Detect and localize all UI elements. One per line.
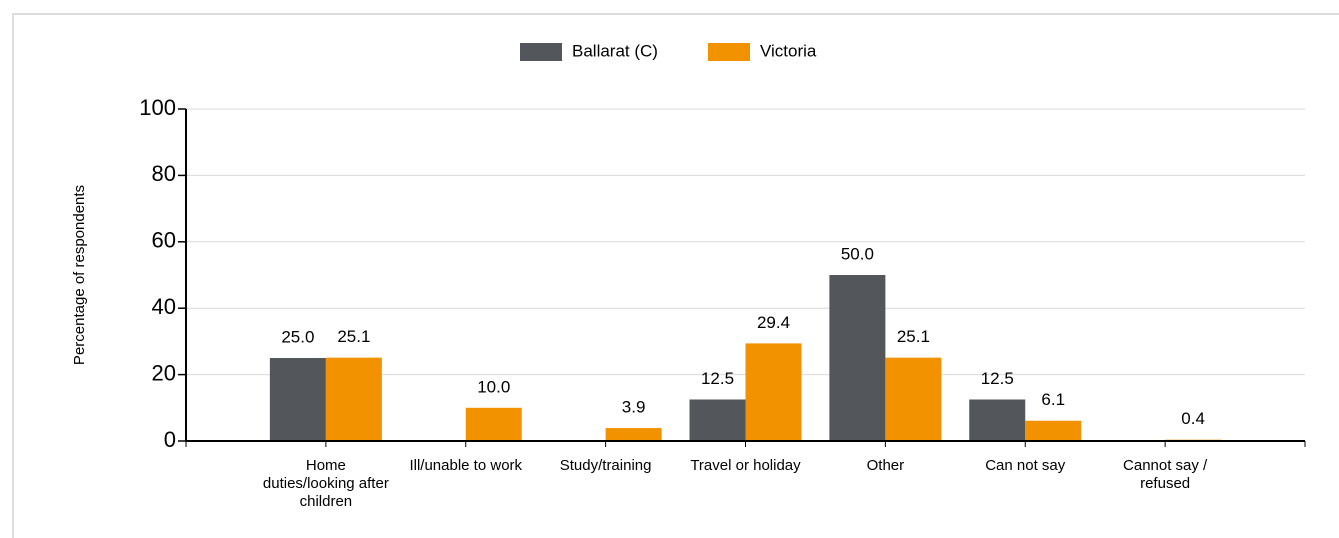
legend-swatch <box>520 43 562 61</box>
value-label: 6.1 <box>1041 390 1065 409</box>
x-tick-label: Home duties/looking after children <box>262 457 389 510</box>
frame <box>12 13 1339 538</box>
x-tick-label: Can not say <box>985 457 1066 474</box>
value-label: 25.1 <box>897 327 930 346</box>
y-axis-label: Percentage of respondents <box>71 185 88 365</box>
y-tick-label: 40 <box>152 294 176 319</box>
bar <box>465 407 522 441</box>
value-label: 12.5 <box>981 369 1014 388</box>
legend-swatch <box>708 43 750 61</box>
x-tick-label: Ill/unable to work <box>409 457 523 474</box>
legend-label: Victoria <box>760 41 817 60</box>
value-label: 3.9 <box>622 398 646 417</box>
value-label: 29.4 <box>757 313 790 332</box>
bar <box>829 275 886 441</box>
bar <box>745 343 802 441</box>
y-tick-label: 100 <box>139 95 176 120</box>
bar <box>1025 420 1082 441</box>
bar <box>969 399 1026 441</box>
legend-label: Ballarat (C) <box>572 41 658 60</box>
x-tick-label: Cannot say / refused <box>1123 457 1208 492</box>
x-tick-label: Travel or holiday <box>690 457 801 474</box>
value-label: 25.0 <box>281 327 314 346</box>
y-tick-label: 80 <box>152 161 176 186</box>
bar <box>689 399 746 441</box>
bar <box>885 357 942 441</box>
value-label: 50.0 <box>841 244 874 263</box>
x-tick-label: Study/training <box>559 457 652 474</box>
value-label: 10.0 <box>477 377 510 396</box>
value-label: 0.4 <box>1181 409 1205 428</box>
bar <box>269 358 326 441</box>
y-tick-label: 20 <box>152 360 176 385</box>
bar <box>605 428 662 441</box>
value-label: 25.1 <box>337 327 370 346</box>
bar <box>325 357 382 441</box>
y-tick-label: 0 <box>164 427 176 452</box>
value-label: 12.5 <box>701 369 734 388</box>
x-tick-label: Other <box>866 457 905 474</box>
y-tick-label: 60 <box>152 228 176 253</box>
